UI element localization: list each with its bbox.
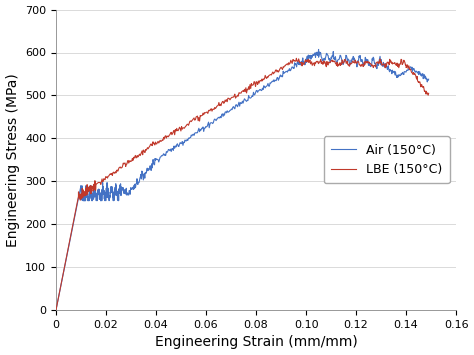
- LBE (150°C): [269, 73, 274, 77]
- Air (150°C): [383, 65, 389, 69]
- Air (150°C): [316, 47, 321, 51]
- LBE (150°C): [381, 62, 387, 66]
- Air (150°C): [114, 193, 120, 197]
- LBE (150°C): [293, 59, 299, 64]
- X-axis label: Engineering Strain (mm/mm): Engineering Strain (mm/mm): [155, 335, 357, 349]
- LBE (150°C): [53, 308, 59, 312]
- Air (150°C): [195, 130, 201, 135]
- Air (150°C): [400, 70, 405, 75]
- Legend: Air (150°C), LBE (150°C): Air (150°C), LBE (150°C): [324, 136, 450, 184]
- Air (150°C): [95, 195, 100, 199]
- Line: Air (150°C): Air (150°C): [56, 49, 428, 310]
- LBE (150°C): [251, 80, 257, 84]
- Air (150°C): [114, 190, 119, 194]
- LBE (150°C): [105, 174, 111, 179]
- Line: LBE (150°C): LBE (150°C): [56, 58, 428, 310]
- Air (150°C): [53, 308, 59, 312]
- Y-axis label: Engineering Stress (MPa): Engineering Stress (MPa): [6, 73, 19, 247]
- LBE (150°C): [426, 91, 431, 95]
- LBE (150°C): [293, 56, 299, 60]
- Air (150°C): [426, 77, 431, 81]
- LBE (150°C): [140, 153, 146, 157]
